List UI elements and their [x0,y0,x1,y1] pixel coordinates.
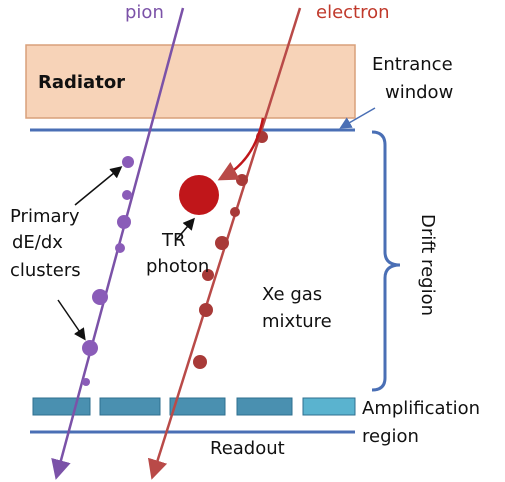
amplification-pads [33,398,355,415]
pion-clusters [82,156,134,386]
electron-label: electron [316,2,390,23]
cluster-arrow [75,168,120,205]
radiator-label: Radiator [38,72,125,93]
drift-region-label: Drift region [417,214,438,316]
drift-bracket [372,132,400,390]
pion-label: pion [125,2,164,23]
cluster-arrow [58,300,84,338]
readout-label: Readout [210,438,285,459]
electron-clusters [193,131,268,369]
tr-photon [179,175,219,215]
diagram: pion electron Radiator Entrancewindow Pr… [0,0,505,482]
